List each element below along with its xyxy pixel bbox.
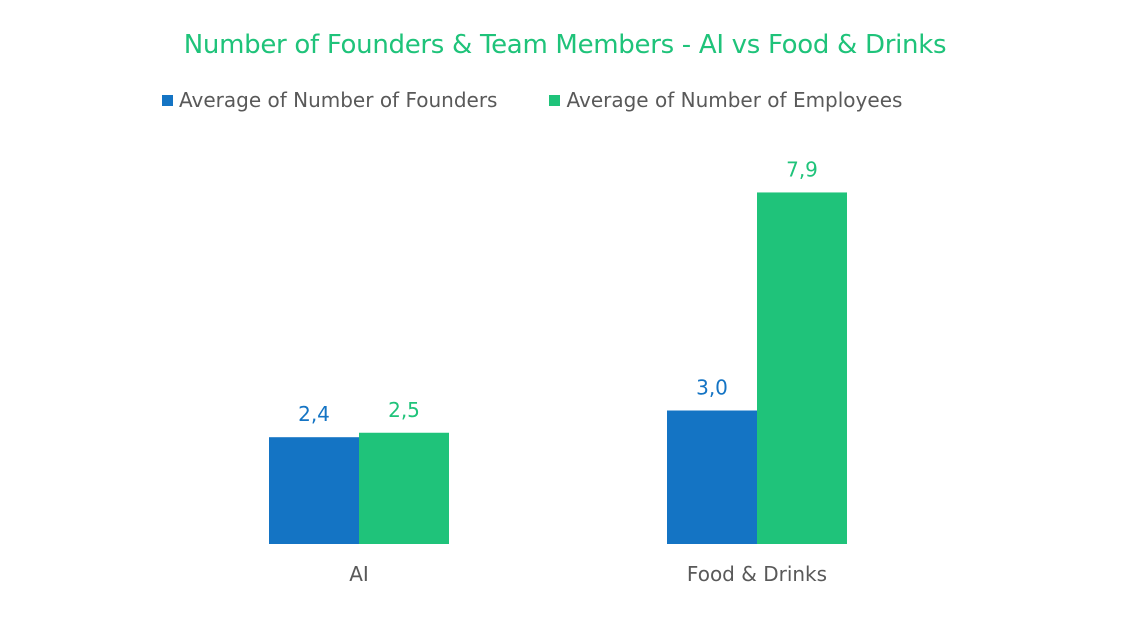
x-tick-label-1: Food & Drinks [687, 562, 827, 586]
data-label-employees-1: 7,9 [786, 157, 818, 181]
legend-swatch-founders [162, 94, 173, 106]
bars-group [269, 192, 847, 544]
x-tick-label-0: AI [349, 562, 369, 586]
chart-title: Number of Founders & Team Members - AI v… [183, 30, 947, 60]
data-label-founders-0: 2,4 [298, 402, 330, 426]
legend-label-founders: Average of Number of Founders [179, 88, 498, 112]
value-labels-group: 2,4 2,5 3,0 7,9 [298, 157, 818, 426]
legend-swatch-employees [549, 94, 561, 106]
category-labels-group: AI Food & Drinks [349, 562, 827, 586]
legend-item-employees: Average of Number of Employees [549, 88, 902, 112]
bar-founders-1 [667, 410, 757, 544]
legend: Average of Number of Founders Average of… [162, 88, 902, 112]
bar-employees-0 [359, 432, 449, 544]
bar-employees-1 [757, 192, 847, 544]
data-label-founders-1: 3,0 [696, 376, 728, 400]
data-label-employees-0: 2,5 [388, 398, 420, 422]
legend-item-founders: Average of Number of Founders [162, 88, 497, 112]
bar-founders-0 [269, 437, 359, 544]
legend-label-employees: Average of Number of Employees [566, 88, 903, 112]
